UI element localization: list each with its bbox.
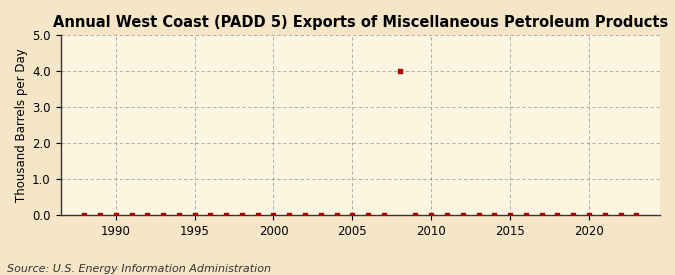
Point xyxy=(95,213,105,218)
Point xyxy=(410,213,421,218)
Point xyxy=(173,213,184,218)
Point xyxy=(79,213,90,218)
Point xyxy=(394,69,405,73)
Point xyxy=(236,213,247,218)
Point xyxy=(331,213,342,218)
Point xyxy=(552,213,563,218)
Point xyxy=(536,213,547,218)
Point xyxy=(252,213,263,218)
Title: Annual West Coast (PADD 5) Exports of Miscellaneous Petroleum Products: Annual West Coast (PADD 5) Exports of Mi… xyxy=(53,15,668,30)
Point xyxy=(489,213,500,218)
Point xyxy=(473,213,484,218)
Point xyxy=(568,213,578,218)
Point xyxy=(189,213,200,218)
Point xyxy=(599,213,610,218)
Point xyxy=(347,213,358,218)
Point xyxy=(205,213,216,218)
Point xyxy=(426,213,437,218)
Point xyxy=(110,213,121,218)
Point xyxy=(505,213,516,218)
Point xyxy=(458,213,468,218)
Point xyxy=(284,213,295,218)
Point xyxy=(362,213,373,218)
Point xyxy=(379,213,389,218)
Text: Source: U.S. Energy Information Administration: Source: U.S. Energy Information Administ… xyxy=(7,264,271,274)
Point xyxy=(221,213,232,218)
Y-axis label: Thousand Barrels per Day: Thousand Barrels per Day xyxy=(15,48,28,202)
Point xyxy=(126,213,137,218)
Point xyxy=(441,213,452,218)
Point xyxy=(615,213,626,218)
Point xyxy=(584,213,595,218)
Point xyxy=(520,213,531,218)
Point xyxy=(158,213,169,218)
Point xyxy=(142,213,153,218)
Point xyxy=(268,213,279,218)
Point xyxy=(631,213,642,218)
Point xyxy=(300,213,310,218)
Point xyxy=(315,213,326,218)
